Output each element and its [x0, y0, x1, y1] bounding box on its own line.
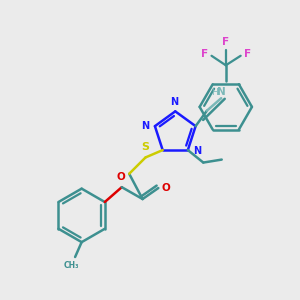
Text: N: N	[171, 97, 179, 106]
Text: N: N	[141, 121, 150, 130]
Text: F: F	[222, 37, 230, 47]
Text: O: O	[117, 172, 125, 182]
Text: S: S	[142, 142, 149, 152]
Text: F: F	[244, 49, 251, 59]
Text: N: N	[218, 87, 226, 97]
Text: F: F	[201, 49, 208, 59]
Text: N: N	[193, 146, 201, 156]
Text: O: O	[161, 183, 170, 193]
Text: H: H	[211, 88, 218, 97]
Text: CH₃: CH₃	[64, 261, 79, 270]
